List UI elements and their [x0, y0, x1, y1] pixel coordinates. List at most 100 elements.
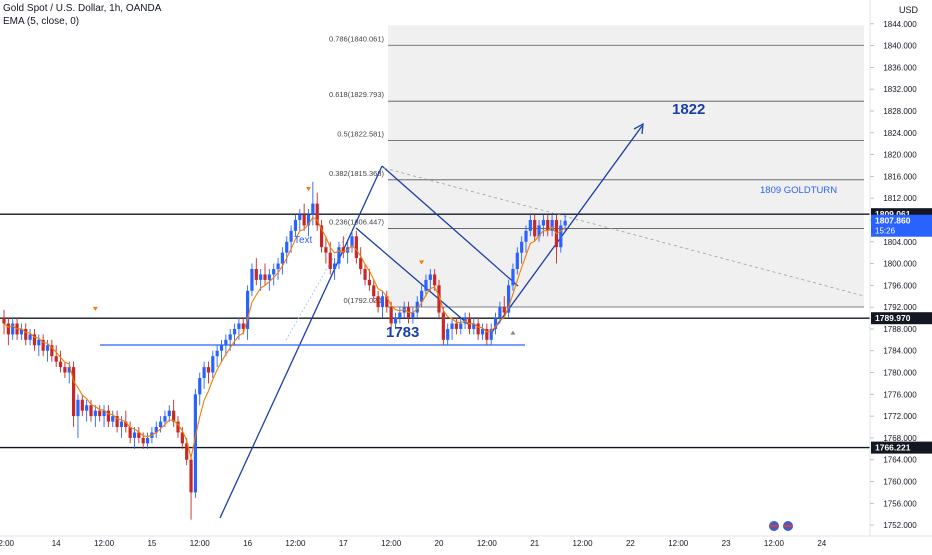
candle-body — [537, 225, 541, 237]
currency-label: USD — [898, 5, 918, 15]
candle-body — [19, 328, 23, 335]
time-tick-label: 12:00 — [477, 539, 498, 548]
candle-body — [563, 220, 567, 226]
candle-body — [541, 219, 545, 226]
target-arrow-line — [491, 125, 643, 333]
price-tick-label: 1820.000 — [883, 151, 917, 160]
candle-body — [420, 290, 424, 302]
candle-body — [285, 241, 289, 253]
candle-body — [363, 269, 367, 280]
candle-body — [411, 312, 415, 319]
candle-body — [37, 339, 41, 346]
candle-body — [137, 432, 141, 438]
candle-body — [389, 307, 393, 324]
candle-body — [85, 405, 89, 411]
candle-body — [11, 323, 15, 335]
time-tick-label: 20 — [435, 539, 444, 548]
candle-body — [276, 263, 280, 269]
candle-body — [28, 334, 32, 340]
candle-body — [559, 225, 563, 248]
candle-body — [350, 236, 354, 248]
candle-body — [24, 328, 28, 340]
price-tick-label: 1764.000 — [883, 456, 917, 465]
candle-body — [359, 258, 363, 269]
candle-body — [293, 219, 298, 231]
candle-body — [337, 247, 341, 264]
candle-body — [132, 432, 137, 438]
price-level-label: 1809.061 — [875, 209, 911, 219]
candle-body — [159, 421, 163, 428]
rising-trendline — [219, 165, 383, 519]
time-tick-label: 14 — [52, 539, 61, 548]
candle-body — [398, 312, 402, 319]
candle-body — [206, 367, 211, 373]
candle-body — [211, 356, 215, 373]
time-tick-label: 15 — [147, 539, 156, 548]
candle-body — [328, 252, 332, 269]
candle-body — [550, 219, 554, 231]
price-tick-label: 1768.000 — [883, 434, 917, 443]
candle-body — [124, 421, 128, 428]
candle-body — [437, 285, 441, 313]
candle-body — [272, 269, 276, 275]
price-tick-label: 1792.000 — [883, 303, 917, 312]
candle-body — [45, 345, 50, 351]
time-axis[interactable]: 2:00 14 12:00 15 12:00 16 12:00 17 12:00 20 12:00 2… — [0, 535, 932, 548]
candle-body — [232, 328, 237, 335]
candle-body — [250, 269, 254, 291]
price-tick-label: 1844.000 — [883, 20, 917, 29]
candle-body — [176, 421, 180, 433]
price-axis[interactable]: 1752.000 1756.000 1760.000 1764.000 1768.000… — [869, 0, 917, 536]
candle-body — [450, 323, 454, 329]
candle-body — [93, 410, 97, 417]
time-tick-label: 12:00 — [668, 539, 689, 548]
candle-body — [32, 334, 37, 346]
time-tick-label: 12:00 — [285, 539, 306, 548]
price-tick-label: 1780.000 — [883, 369, 917, 378]
time-tick-label: 24 — [817, 539, 826, 548]
chart-symbol-title: Gold Spot / U.S. Dollar, 1h, OANDA — [3, 3, 162, 14]
candle-body — [493, 318, 498, 329]
candle-body — [489, 328, 493, 340]
candle-body — [180, 432, 184, 444]
candle-body — [333, 263, 337, 269]
candle-body — [380, 296, 385, 308]
current-price-tag — [871, 214, 932, 237]
price-tick-label: 1812.000 — [883, 194, 917, 203]
signal-marker — [419, 260, 425, 265]
candle-body — [189, 459, 193, 493]
candle-body — [145, 437, 150, 444]
signal-markers — [92, 186, 516, 335]
candle-body — [480, 328, 485, 335]
price-tick-label: 1776.000 — [883, 390, 917, 399]
candle-body — [237, 323, 241, 329]
flag-icon[interactable] — [768, 520, 796, 532]
candle-body — [185, 443, 189, 460]
candle-body — [102, 410, 106, 417]
annotation-text-label: Text — [294, 235, 313, 246]
time-tick-label: 12:00 — [764, 539, 785, 548]
candle-body — [2, 318, 6, 324]
price-tick-label: 1824.000 — [883, 129, 917, 138]
current-price-label: 1807.860 — [875, 216, 911, 226]
horizontal-levels — [0, 213, 870, 449]
candle-body — [98, 410, 102, 417]
candle-body — [254, 269, 258, 280]
candle-body — [507, 285, 511, 313]
time-tick-label: 23 — [722, 539, 731, 548]
time-tick-label: 2:00 — [0, 539, 15, 548]
candle-body — [67, 367, 71, 373]
candle-body — [111, 416, 115, 422]
candle-body — [476, 323, 480, 335]
candle-body — [298, 214, 302, 220]
candle-body — [511, 269, 515, 286]
candle-body — [280, 252, 284, 264]
dotted-trendline — [285, 231, 349, 341]
candle-body — [485, 328, 489, 340]
price-tick-label: 1756.000 — [883, 499, 917, 508]
candle-body — [58, 361, 63, 368]
indicator-label: EMA (5, close, 0) — [3, 16, 80, 27]
